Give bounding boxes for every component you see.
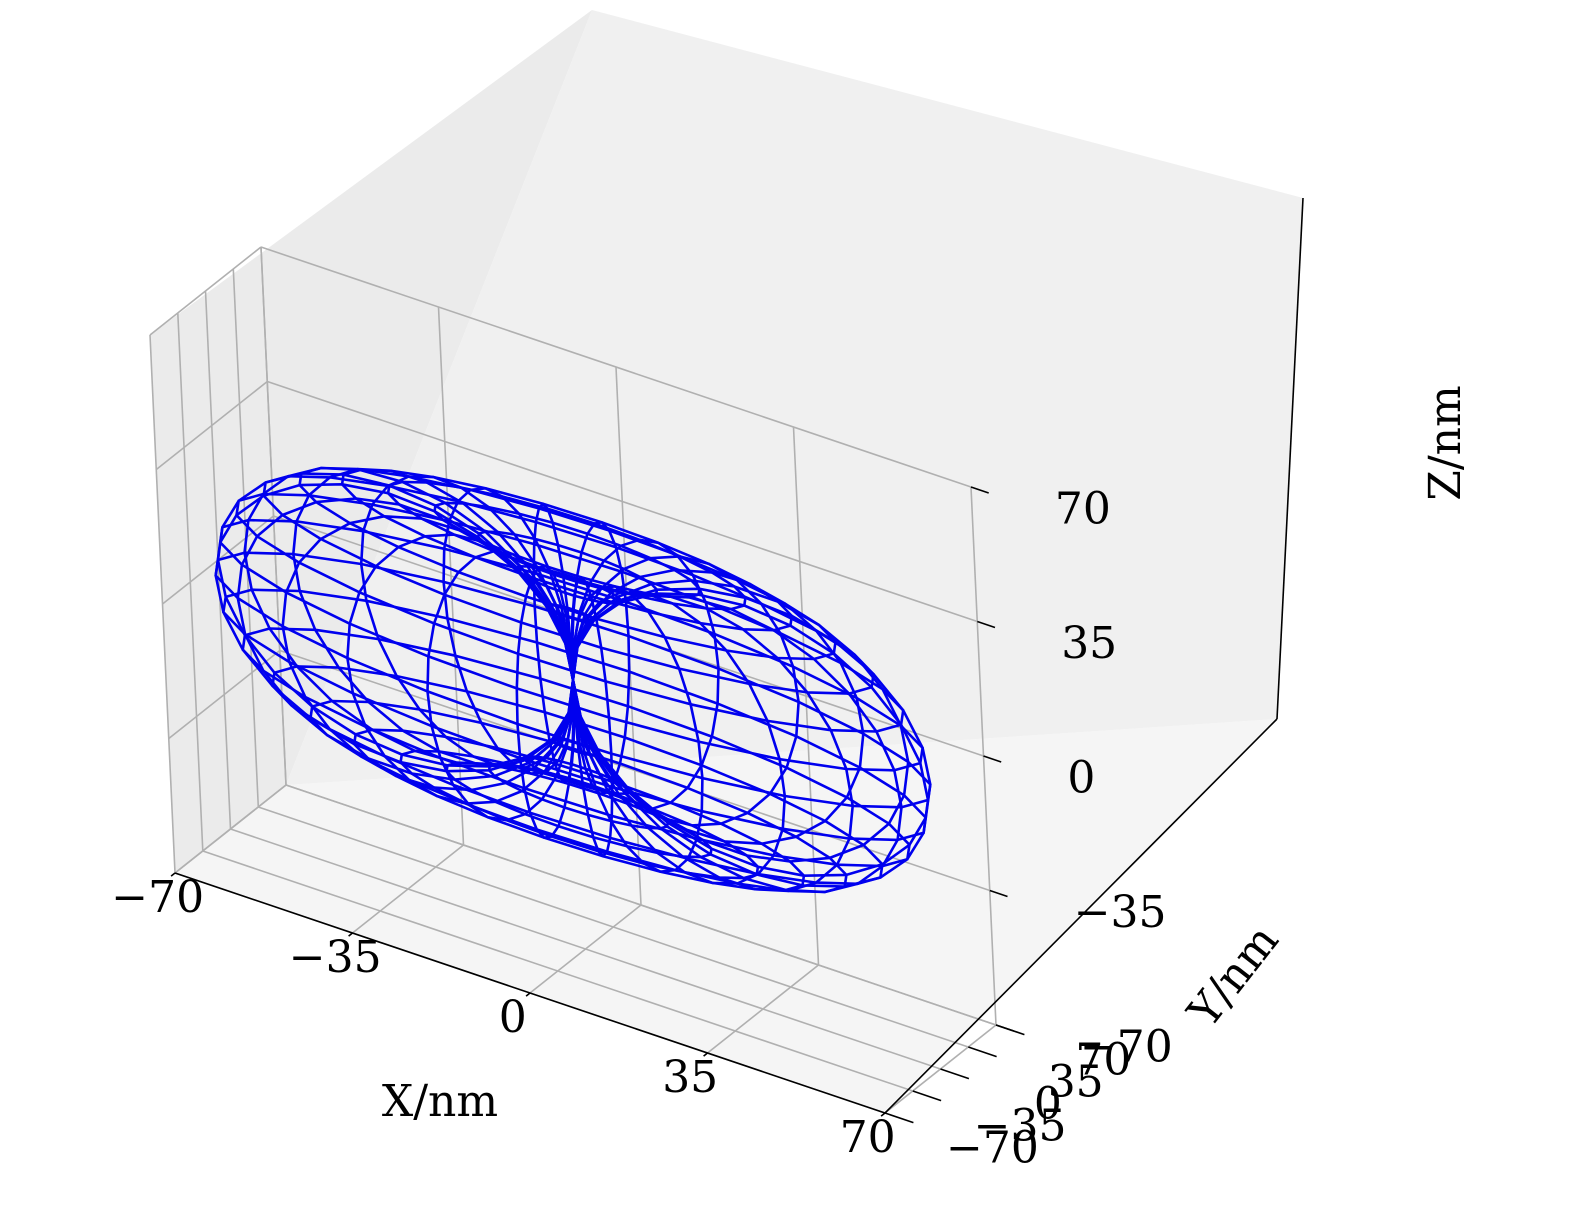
- y-tick-mark: [968, 1046, 997, 1058]
- mesh-ring: [271, 665, 884, 886]
- side-pane: [150, 10, 592, 873]
- grid-line: [149, 246, 262, 336]
- x-tick-label: −70: [111, 872, 204, 923]
- y-tick-label: 0: [1034, 1079, 1062, 1130]
- y-tick-label: 35: [1048, 1057, 1104, 1108]
- tick-marks: [170, 486, 1025, 1124]
- x-tick-mark: [348, 932, 353, 937]
- grid-line: [230, 828, 941, 1070]
- x-tick-mark: [703, 1052, 708, 1057]
- z-tick-mark: [977, 620, 996, 629]
- grid-line: [174, 784, 287, 874]
- mesh-ring: [235, 492, 905, 733]
- y-tick-label: −70: [946, 1123, 1039, 1174]
- z-tick-mark: [995, 1024, 1014, 1032]
- z-tick-mark: [983, 755, 1002, 763]
- z-axis-label: Z/nm: [1420, 385, 1471, 500]
- grid-line: [258, 806, 969, 1048]
- z-tick-label: 35: [1061, 618, 1117, 669]
- x-tick-mark: [880, 1112, 886, 1117]
- x-axis-label: X/nm: [382, 1076, 498, 1127]
- mesh-ring: [567, 711, 583, 719]
- z-tick-label: 70: [1055, 484, 1111, 535]
- x-tick-label: 0: [499, 992, 527, 1043]
- x-tick-label: 70: [840, 1112, 896, 1163]
- mesh-ring: [218, 518, 924, 772]
- grid-line: [260, 246, 972, 488]
- mesh-ring: [476, 530, 659, 597]
- z-tick-label: −70: [1080, 1022, 1173, 1073]
- y-tick-mark: [912, 1090, 942, 1102]
- y-tick-label: 70: [1075, 1035, 1131, 1086]
- z-tick-label: 0: [1067, 753, 1095, 804]
- x-tick-mark: [525, 992, 531, 997]
- mesh-ring: [214, 551, 932, 809]
- mesh-ring: [550, 737, 602, 758]
- y-axis-line: [884, 718, 1278, 1114]
- y-axis-label: Y/nm: [1178, 915, 1289, 1037]
- grid-line: [155, 380, 268, 471]
- y-tick-label: −35: [974, 1101, 1067, 1152]
- z-tick-mark: [989, 889, 1008, 898]
- wireframe-mesh: [214, 466, 932, 894]
- x-tick-mark: [170, 872, 176, 877]
- x-tick-label: −35: [289, 932, 382, 983]
- y-tick-mark: [940, 1068, 970, 1080]
- mesh-ring: [433, 501, 701, 599]
- mesh-ring: [340, 468, 794, 632]
- z-tick-label: −35: [1074, 887, 1167, 938]
- grid-line: [267, 380, 978, 623]
- floor-pane: [175, 719, 1277, 1113]
- mesh-ring: [352, 728, 806, 892]
- mesh-ring: [222, 588, 928, 842]
- x-tick-label: 35: [662, 1052, 718, 1103]
- grid-line: [279, 649, 991, 892]
- y-tick-mark: [884, 1112, 914, 1124]
- mesh-ring: [399, 749, 760, 880]
- z-tick-mark: [970, 486, 989, 494]
- mesh-ring: [523, 755, 632, 796]
- grid-line: [285, 784, 997, 1026]
- mesh-ring: [563, 641, 579, 649]
- mesh-ring: [487, 763, 670, 830]
- mesh-ring: [298, 466, 837, 661]
- grid-line: [202, 850, 914, 1092]
- z-axis-line: [1276, 197, 1304, 720]
- mesh-ring: [262, 474, 875, 695]
- mesh-ring: [241, 627, 911, 868]
